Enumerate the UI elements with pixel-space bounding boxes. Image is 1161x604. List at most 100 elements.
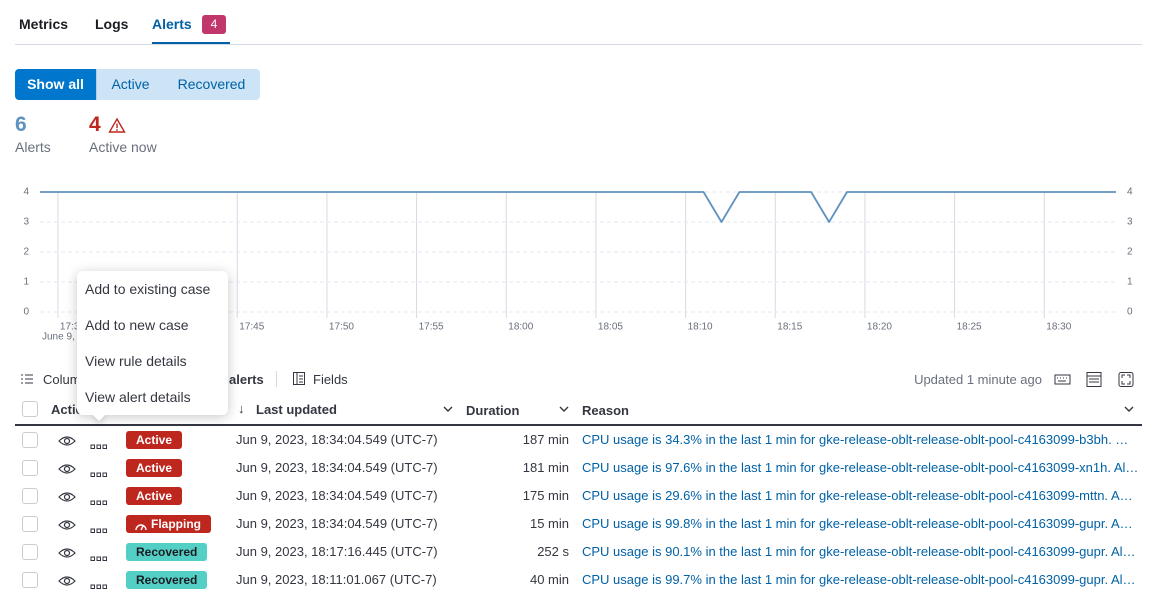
reason-link[interactable]: CPU usage is 29.6% in the last 1 min for… <box>582 488 1133 503</box>
columns-icon <box>21 374 33 384</box>
more-icon[interactable] <box>90 437 108 455</box>
tab[interactable]: Metrics <box>19 16 69 32</box>
y-tick-label: 4 <box>23 187 29 198</box>
x-date-label: June 9, <box>42 332 75 343</box>
x-tick-label: 17:35 <box>60 322 85 333</box>
reason-link[interactable]: CPU usage is 99.8% in the last 1 min for… <box>582 516 1133 531</box>
header-underline <box>15 424 1142 426</box>
toolbar-icons <box>1054 372 1134 387</box>
last-updated: Jun 9, 2023, 18:11:01.067 (UTC-7) <box>236 572 437 587</box>
last-updated: Jun 9, 2023, 18:34:04.549 (UTC-7) <box>236 460 438 475</box>
reason-link[interactable]: CPU usage is 34.3% in the last 1 min for… <box>582 432 1129 447</box>
selection-button[interactable]: alerts <box>229 372 264 387</box>
view-icon[interactable] <box>58 518 76 536</box>
status-badge: Recovered <box>126 571 208 589</box>
status-badge: Active <box>126 487 183 505</box>
more-icon[interactable] <box>90 521 108 539</box>
stat-value: 4 <box>89 113 101 136</box>
menu-arrow <box>91 406 107 422</box>
x-tick-label: 18:05 <box>598 322 623 333</box>
view-icon[interactable] <box>58 574 76 592</box>
tab[interactable]: Logs <box>95 16 129 32</box>
view-icon[interactable] <box>58 490 76 508</box>
header-last-updated[interactable]: Last updated <box>256 402 337 417</box>
duration: 187 min <box>522 432 569 447</box>
y2-tick-label: 2 <box>1127 247 1133 258</box>
reason-link[interactable]: CPU usage is 90.1% in the last 1 min for… <box>582 544 1136 559</box>
toolbar-separator <box>276 371 277 387</box>
x-tick-label: 18:00 <box>508 322 533 333</box>
duration: 15 min <box>529 516 569 531</box>
x-tick-label: 18:25 <box>957 322 982 333</box>
x-tick-label: 18:10 <box>688 322 713 333</box>
menu-item[interactable]: Add to new case <box>85 317 189 333</box>
status-badge: Active <box>126 431 183 449</box>
filter-button[interactable]: Show all <box>15 69 96 100</box>
fields-button[interactable]: Fields <box>313 372 348 387</box>
filter-button[interactable]: Active <box>96 69 164 100</box>
row-checkbox[interactable] <box>22 572 38 588</box>
x-tick-label: 17:55 <box>419 322 444 333</box>
last-updated: Jun 9, 2023, 18:34:04.549 (UTC-7) <box>236 432 438 447</box>
duration: 40 min <box>529 572 569 587</box>
menu-item[interactable]: View alert details <box>85 389 191 405</box>
more-icon[interactable] <box>90 465 108 483</box>
y-tick-label: 0 <box>23 307 29 318</box>
flapping-icon <box>135 518 147 536</box>
x-tick-label: 18:15 <box>777 322 802 333</box>
x-tick-label: 18:30 <box>1046 322 1071 333</box>
status-badge: Flapping <box>126 515 211 533</box>
context-menu: Add to existing case Add to new case View … <box>77 271 228 422</box>
duration: 175 min <box>522 488 569 503</box>
chart: 17:35 17:45 17:50 17:55 18:00 18:05 18:10 18:15… <box>23 187 1133 343</box>
select-all-checkbox[interactable] <box>22 401 38 417</box>
more-icon[interactable] <box>90 577 108 595</box>
row-checkbox[interactable] <box>22 544 38 560</box>
row-checkbox[interactable] <box>22 488 38 504</box>
reason-link[interactable]: CPU usage is 99.7% in the last 1 min for… <box>582 572 1136 587</box>
more-icon[interactable] <box>90 549 108 567</box>
stat-label: Alerts <box>15 139 51 155</box>
last-updated: Jun 9, 2023, 18:34:04.549 (UTC-7) <box>236 488 438 503</box>
tabs-divider <box>15 44 1142 45</box>
data-line <box>40 191 1116 223</box>
y2-tick-label: 3 <box>1127 217 1133 228</box>
x-tick-label: 18:20 <box>867 322 892 333</box>
header-chevrons <box>443 406 1134 412</box>
tab-badge: 4 <box>202 15 226 34</box>
duration: 181 min <box>522 460 569 475</box>
x-tick-label: 17:50 <box>329 322 354 333</box>
row-checkbox[interactable] <box>22 460 38 476</box>
y-tick-label: 2 <box>23 247 29 258</box>
stat-label: Active now <box>89 139 157 155</box>
sort-arrow: ↓ <box>238 401 245 416</box>
tab[interactable]: Alerts <box>152 16 192 32</box>
status-badge: Active <box>126 459 183 477</box>
fields-icon <box>293 372 305 385</box>
y2-tick-label: 1 <box>1127 277 1133 288</box>
last-updated: Jun 9, 2023, 18:34:04.549 (UTC-7) <box>236 516 438 531</box>
active-tab-underline <box>152 42 230 44</box>
view-icon[interactable] <box>58 434 76 452</box>
header-duration[interactable]: Duration <box>466 403 520 418</box>
stat-value: 6 <box>15 113 27 136</box>
last-updated: Jun 9, 2023, 18:17:16.445 (UTC-7) <box>236 544 438 559</box>
y2-tick-label: 4 <box>1127 187 1133 198</box>
reason-link[interactable]: CPU usage is 97.6% in the last 1 min for… <box>582 460 1138 475</box>
menu-item[interactable]: Add to existing case <box>85 281 211 297</box>
warning-icon <box>108 117 126 133</box>
row-checkbox[interactable] <box>22 516 38 532</box>
filter-button[interactable]: Recovered <box>163 69 260 100</box>
y-tick-label: 3 <box>23 217 29 228</box>
menu-item[interactable]: View rule details <box>85 353 187 369</box>
view-icon[interactable] <box>58 546 76 564</box>
status-badge: Recovered <box>126 543 208 561</box>
header-reason[interactable]: Reason <box>582 403 629 418</box>
more-icon[interactable] <box>90 493 108 511</box>
row-checkbox[interactable] <box>22 432 38 448</box>
y-tick-label: 1 <box>23 277 29 288</box>
y2-tick-label: 0 <box>1127 307 1133 318</box>
updated-text: Updated 1 minute ago <box>914 372 1042 387</box>
view-icon[interactable] <box>58 462 76 480</box>
